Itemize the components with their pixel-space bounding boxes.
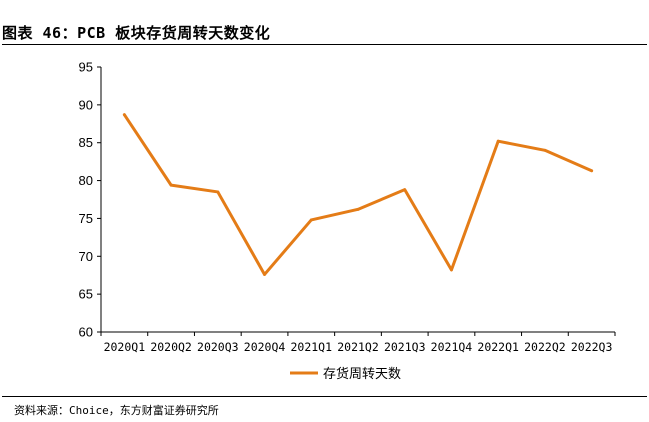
data-point bbox=[496, 139, 500, 143]
x-tick-label: 2020Q1 bbox=[104, 340, 146, 354]
x-tick-label: 2022Q2 bbox=[524, 340, 566, 354]
series-line bbox=[122, 113, 594, 276]
y-tick-label: 75 bbox=[79, 211, 93, 226]
y-tick-label: 85 bbox=[79, 135, 93, 150]
y-tick-label: 60 bbox=[79, 325, 93, 340]
x-tick-label: 2021Q2 bbox=[337, 340, 379, 354]
data-point bbox=[169, 183, 173, 187]
data-point bbox=[590, 169, 594, 173]
data-point bbox=[356, 207, 360, 211]
data-point bbox=[122, 113, 126, 117]
x-tick-label: 2020Q2 bbox=[150, 340, 192, 354]
x-tick-label: 2021Q1 bbox=[290, 340, 332, 354]
source-rule bbox=[2, 396, 647, 397]
data-point bbox=[543, 148, 547, 152]
y-tick-label: 65 bbox=[79, 287, 93, 302]
chart-series bbox=[122, 113, 594, 276]
data-point bbox=[403, 188, 407, 192]
y-tick-labels: 60 65 70 75 80 85 90 95 bbox=[79, 60, 93, 340]
x-tick-label: 2021Q4 bbox=[431, 340, 473, 354]
figure-title: 图表 46：PCB 板块存货周转天数变化 bbox=[2, 24, 271, 42]
x-tick-label: 2020Q4 bbox=[244, 340, 286, 354]
y-tick-label: 90 bbox=[79, 97, 93, 112]
data-point bbox=[263, 273, 266, 276]
x-tick-label: 2021Q3 bbox=[384, 340, 426, 354]
chart-legend: 存货周转天数 bbox=[290, 366, 401, 382]
x-tick-label: 2022Q1 bbox=[477, 340, 519, 354]
legend-label: 存货周转天数 bbox=[323, 366, 401, 382]
data-point bbox=[450, 268, 453, 272]
data-point bbox=[309, 218, 313, 222]
data-point bbox=[216, 190, 220, 194]
source-note: 资料来源：Choice，东方财富证券研究所 bbox=[14, 404, 219, 417]
title-rule bbox=[2, 44, 647, 45]
chart-axes bbox=[97, 66, 616, 336]
y-tick-label: 95 bbox=[79, 60, 93, 75]
y-tick-label: 80 bbox=[79, 173, 93, 188]
x-tick-label: 2020Q3 bbox=[197, 340, 239, 354]
x-tick-label: 2022Q3 bbox=[571, 340, 613, 354]
x-tick-labels: 2020Q1 2020Q2 2020Q3 2020Q4 2021Q1 2021Q2 2021… bbox=[104, 340, 613, 354]
y-tick-label: 70 bbox=[79, 249, 93, 264]
